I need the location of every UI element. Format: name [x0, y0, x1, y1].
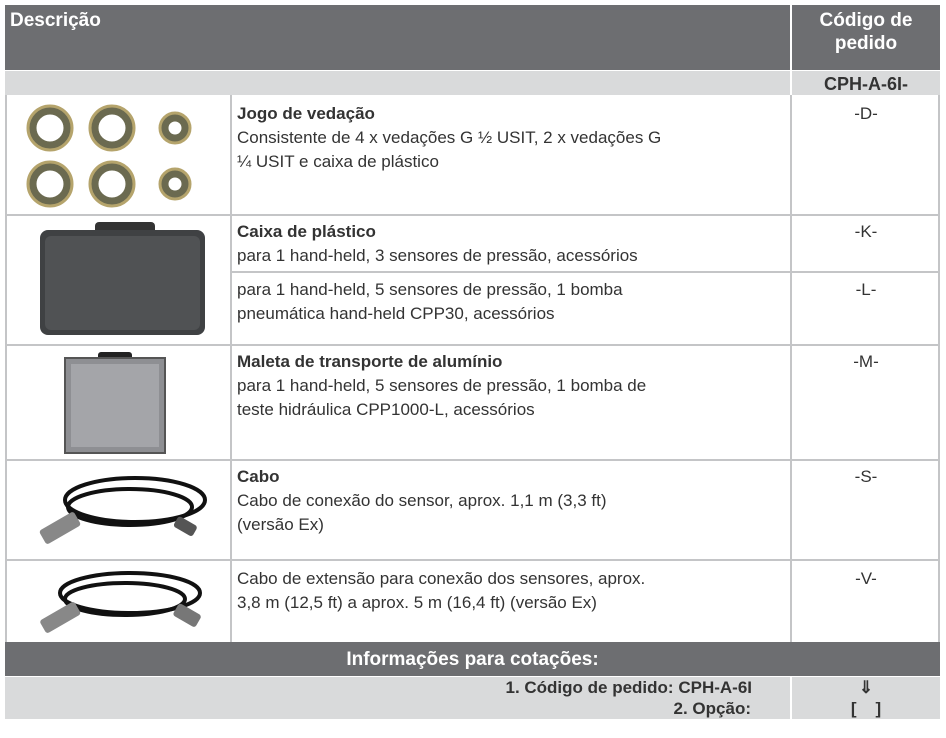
item-code: -D-	[854, 104, 878, 123]
footer-left	[5, 677, 790, 719]
item-code: -L-	[855, 280, 877, 299]
footer-right	[792, 677, 940, 719]
item-code: -M-	[853, 352, 879, 371]
item-text: Cabo de conexão do sensor, aprox. 1,1 m …	[237, 491, 607, 510]
seal-image	[26, 104, 192, 208]
item-title: Jogo de vedação	[237, 104, 375, 123]
option-box: [ ]	[850, 699, 882, 718]
row-border	[5, 459, 940, 461]
subheader-bar	[5, 71, 790, 95]
order-line: 1. Código de pedido: CPH-A-6I	[300, 677, 752, 698]
item-text: teste hidráulica CPP1000-L, acessórios	[237, 400, 535, 419]
table-border	[938, 95, 940, 642]
extension-cable-image	[40, 571, 202, 633]
item-text: para 1 hand-held, 5 sensores de pressão,…	[237, 280, 623, 299]
item-title: Cabo	[237, 467, 280, 486]
header-description: Descrição	[10, 10, 101, 31]
item-text: 3,8 m (12,5 ft) a aprox. 5 m (16,4 ft) (…	[237, 593, 597, 612]
column-divider	[230, 95, 232, 642]
column-divider	[790, 95, 792, 642]
header-code: Código de pedido	[819, 10, 913, 54]
order-value: CPH-A-6I	[678, 678, 752, 697]
item-title: Maleta de transporte de alumínio	[237, 352, 503, 371]
item-text: Consistente de 4 x vedações G ½ USIT, 2 …	[237, 128, 662, 147]
row-border	[5, 559, 940, 561]
option-line: 2. Opção:	[300, 698, 752, 719]
item-text: ¼ USIT e caixa de plástico	[237, 152, 439, 171]
item-text: Cabo de extensão para conexão dos sensor…	[237, 569, 646, 588]
header-bar	[5, 5, 940, 70]
cable-image	[39, 476, 207, 544]
item-code: -S-	[854, 467, 878, 486]
footer-title: Informações para cotações:	[346, 649, 599, 670]
item-text: para 1 hand-held, 3 sensores de pressão,…	[237, 246, 638, 265]
item-text: para 1 hand-held, 5 sensores de pressão,…	[237, 376, 647, 395]
plastic-case-image	[40, 222, 205, 335]
row-border	[5, 214, 940, 216]
item-title: Caixa de plástico	[237, 222, 376, 241]
row-border	[232, 271, 940, 273]
item-text: pneumática hand-held CPP30, acessórios	[237, 304, 555, 323]
code-prefix: CPH-A-6I-	[792, 71, 940, 95]
item-code: -K-	[854, 222, 878, 241]
option-label: 2. Opção:	[673, 699, 751, 718]
aluminium-case-image	[64, 352, 166, 454]
footer-bar: Informações para cotações:	[5, 642, 940, 676]
order-label: 1. Código de pedido:	[505, 678, 674, 697]
item-text: (versão Ex)	[237, 515, 324, 534]
row-border	[5, 344, 940, 346]
order-arrow: ⇓	[858, 678, 874, 697]
item-code: -V-	[855, 569, 877, 588]
table-border	[5, 95, 7, 642]
